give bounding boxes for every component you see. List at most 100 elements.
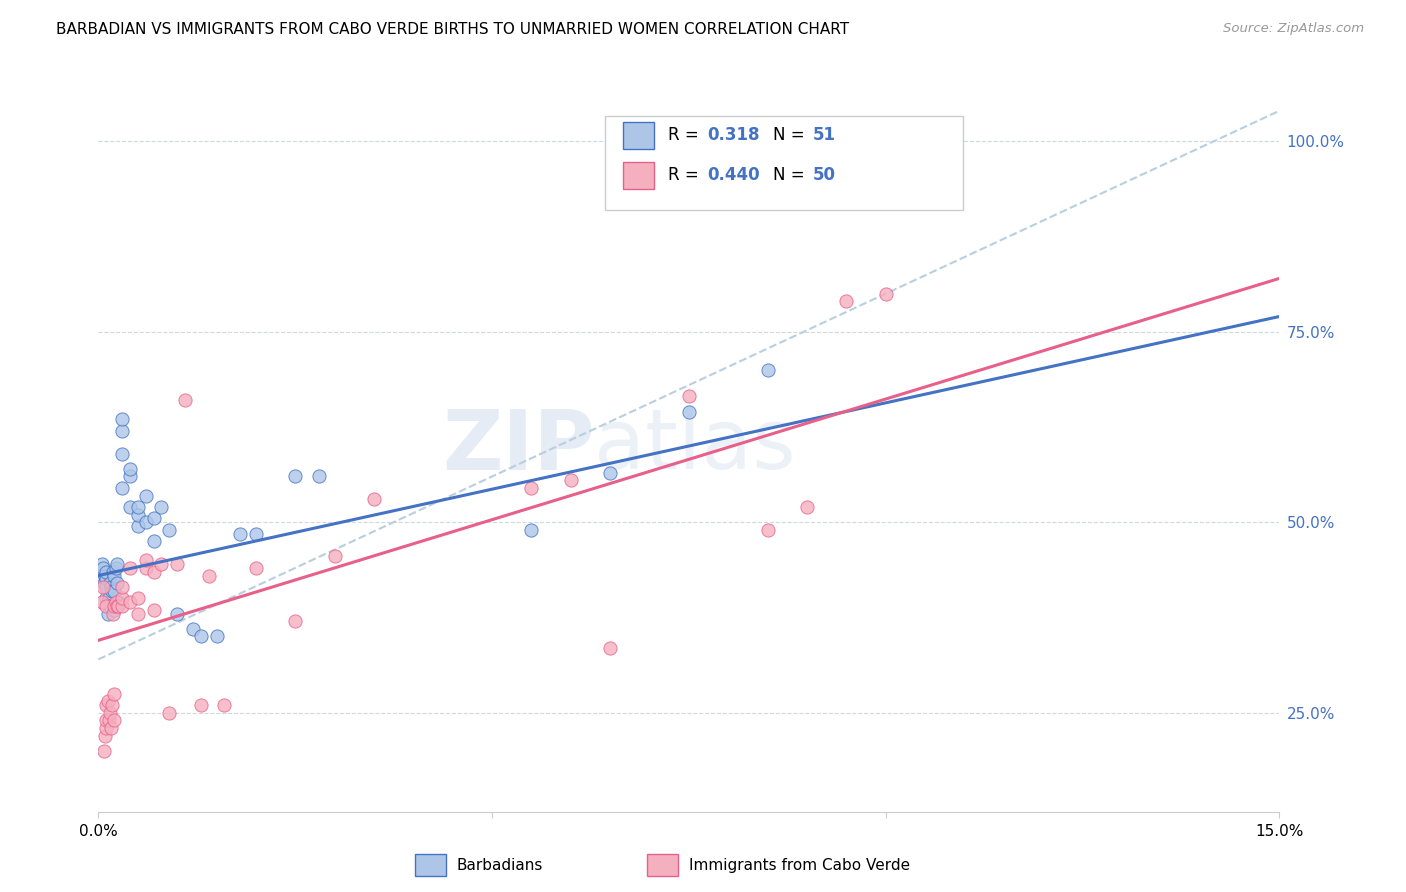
Point (796, 500, 818, 514)
Point (96, 599, 118, 613)
Point (363, 492, 385, 507)
Point (103, 568, 125, 582)
Point (560, 473, 582, 487)
Text: N =: N = (773, 126, 810, 144)
Point (96, 591, 118, 606)
Point (135, 515, 157, 529)
Point (135, 553, 157, 567)
Point (96, 580, 118, 594)
Point (103, 714, 125, 728)
Point (101, 583, 124, 598)
Point (103, 603, 125, 617)
Point (308, 469, 330, 483)
Point (96, 714, 118, 728)
Point (111, 424, 134, 438)
Point (97, 591, 120, 606)
Point (91, 561, 114, 575)
Point (127, 519, 149, 533)
Point (205, 630, 228, 644)
Point (157, 523, 180, 537)
Point (190, 630, 212, 644)
Point (97, 607, 120, 621)
Point (103, 583, 125, 598)
Point (118, 561, 141, 575)
Text: 51: 51 (813, 126, 835, 144)
Text: R =: R = (668, 126, 704, 144)
Point (142, 603, 165, 617)
Point (93, 744, 115, 758)
Text: BARBADIAN VS IMMIGRANTS FROM CABO VERDE BIRTHS TO UNMARRIED WOMEN CORRELATION CH: BARBADIAN VS IMMIGRANTS FROM CABO VERDE … (56, 22, 849, 37)
Point (93, 729, 115, 743)
Point (107, 595, 129, 609)
Text: atlas: atlas (595, 406, 796, 486)
Point (150, 557, 173, 571)
Point (127, 500, 149, 514)
Point (105, 599, 128, 613)
Point (197, 568, 219, 582)
Text: Barbadians: Barbadians (457, 858, 543, 872)
Point (96, 721, 118, 735)
Point (174, 393, 197, 408)
Text: 50: 50 (813, 166, 835, 184)
Point (756, 523, 779, 537)
Point (104, 561, 127, 575)
Point (111, 591, 134, 606)
Point (91, 557, 114, 571)
Text: 0.440: 0.440 (707, 166, 759, 184)
Point (101, 565, 124, 579)
Point (101, 698, 124, 712)
Text: N =: N = (773, 166, 810, 184)
Point (91, 580, 114, 594)
Point (98, 599, 121, 613)
Point (96, 572, 118, 586)
Point (678, 405, 700, 419)
Point (93, 576, 115, 591)
Point (107, 599, 129, 613)
Point (142, 511, 165, 525)
Point (157, 706, 180, 720)
Point (756, 363, 779, 377)
Point (245, 561, 267, 575)
Point (284, 614, 307, 628)
Text: 0.318: 0.318 (707, 126, 759, 144)
Point (118, 595, 141, 609)
Point (111, 447, 134, 461)
Point (100, 580, 122, 594)
Point (103, 687, 125, 701)
Point (93, 568, 115, 582)
Point (875, 286, 897, 301)
Point (181, 622, 204, 636)
Point (105, 576, 128, 591)
Text: Source: ZipAtlas.com: Source: ZipAtlas.com (1223, 22, 1364, 36)
Point (127, 607, 149, 621)
Point (118, 462, 141, 476)
Point (97, 694, 120, 708)
Point (127, 508, 149, 522)
Point (118, 500, 141, 514)
Point (520, 481, 543, 495)
Point (135, 561, 157, 575)
Point (105, 557, 128, 571)
Point (190, 698, 212, 712)
Point (142, 534, 165, 549)
Point (599, 640, 621, 655)
Point (96, 698, 118, 712)
Point (118, 469, 141, 483)
Text: ZIP: ZIP (441, 406, 595, 486)
Point (835, 294, 858, 309)
Point (111, 580, 134, 594)
Point (103, 599, 125, 613)
Point (111, 599, 134, 613)
Point (214, 698, 236, 712)
Point (91, 565, 114, 579)
Point (100, 721, 122, 735)
Point (96, 565, 118, 579)
Text: Immigrants from Cabo Verde: Immigrants from Cabo Verde (689, 858, 910, 872)
Point (98, 706, 121, 720)
Point (91, 595, 114, 609)
Point (111, 412, 134, 426)
Point (97, 714, 120, 728)
Point (323, 549, 346, 564)
Point (166, 607, 188, 621)
Point (678, 389, 700, 403)
